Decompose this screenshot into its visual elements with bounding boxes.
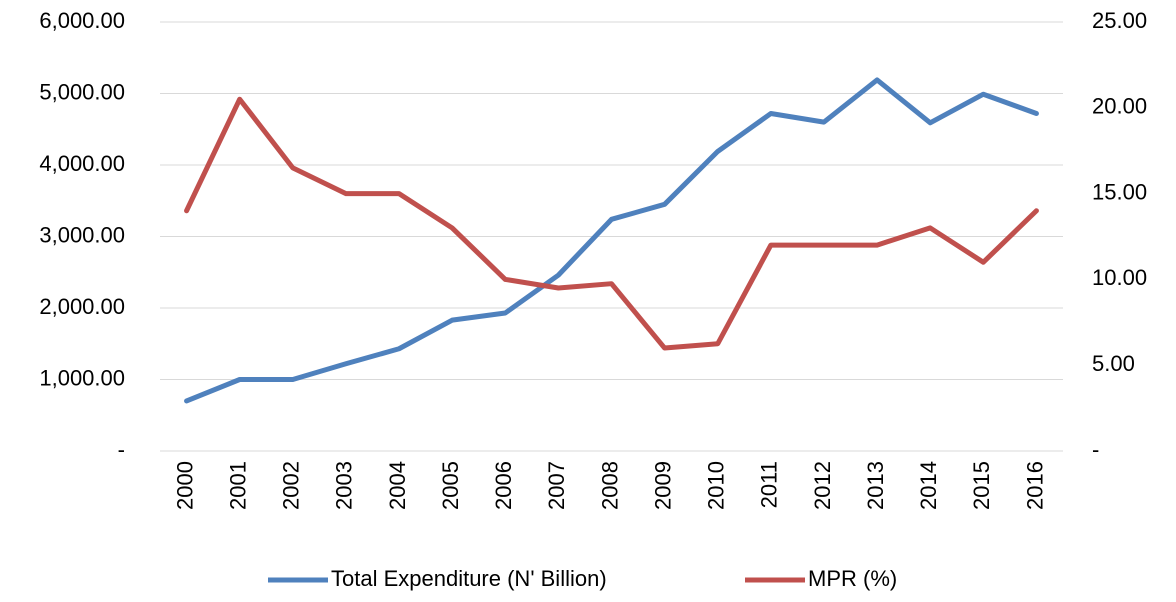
y-tick-label: 3,000.00 [39,222,125,247]
legend-label: MPR (%) [808,566,897,591]
x-tick-label: 2006 [491,461,516,510]
y-tick-label: 1,000.00 [39,365,125,390]
y2-tick-label: 5.00 [1092,351,1135,376]
y2-tick-label: 25.00 [1092,8,1147,33]
x-tick-label: 2001 [225,461,250,510]
y2-tick-label: 15.00 [1092,179,1147,204]
y-tick-label: - [118,437,125,462]
x-tick-label: 2011 [757,461,782,508]
x-tick-label: 2013 [863,461,888,510]
series-line [184,96,1039,351]
y2-tick-label: 10.00 [1092,265,1147,290]
x-tick-label: 2010 [704,461,729,510]
x-tick-label: 2014 [916,461,941,510]
x-tick-label: 2012 [810,461,835,510]
y2-tick-label: - [1092,437,1099,462]
x-tick-label: 2009 [650,461,675,510]
y-tick-label: 4,000.00 [39,151,125,176]
x-tick-label: 2008 [597,461,622,510]
y-tick-label: 6,000.00 [39,8,125,33]
x-tick-label: 2015 [969,461,994,510]
series-line [184,77,1039,404]
y-tick-label: 5,000.00 [39,79,125,104]
x-tick-label: 2003 [332,461,357,510]
x-tick-label: 2000 [172,461,197,510]
y2-tick-label: 20.00 [1092,94,1147,119]
x-tick-label: 2005 [438,461,463,510]
x-tick-label: 2007 [544,461,569,510]
legend-label: Total Expenditure (N' Billion) [331,566,607,591]
x-tick-label: 2004 [385,461,410,510]
x-tick-label: 2002 [279,461,304,510]
x-tick-label: 2016 [1022,461,1047,510]
y-tick-label: 2,000.00 [39,294,125,319]
